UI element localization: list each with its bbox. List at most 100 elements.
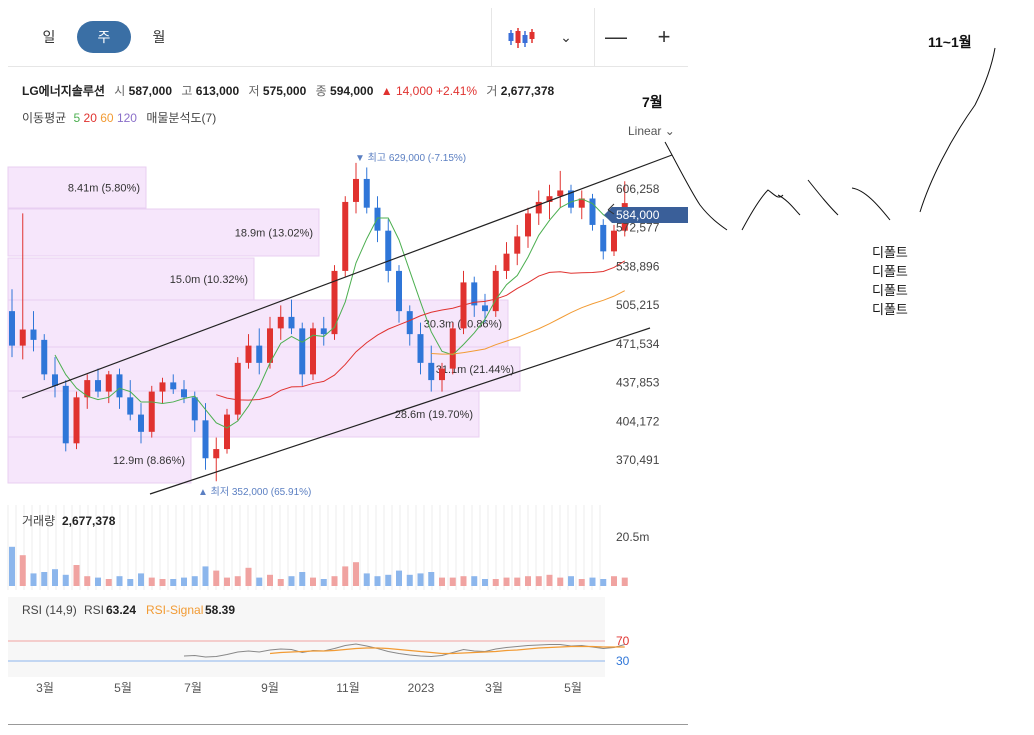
candle-body: [503, 253, 510, 271]
volume-bar: [621, 577, 628, 586]
volume-bar: [30, 573, 37, 586]
volume-bar: [310, 577, 316, 586]
volume-bar: [234, 576, 241, 586]
volume-bar: [589, 577, 596, 586]
volume-bar: [482, 579, 488, 586]
volume-bar: [374, 576, 381, 586]
rsi-signal-line: [269, 645, 625, 655]
volume-profile-label: 31.1m (21.44%): [436, 364, 514, 376]
volume-bar: [331, 576, 338, 586]
volume-bar: [363, 573, 370, 586]
low-marker: ▲ 최저 352,000 (65.91%): [198, 486, 311, 498]
low-value: 575,000: [262, 84, 307, 98]
ma-layer: [54, 198, 626, 429]
annotation-layer: [607, 47, 996, 231]
open-value: 587,000: [128, 84, 173, 98]
volume-bar: [568, 576, 574, 586]
volume-bar: [535, 576, 542, 586]
volume-bar: [406, 574, 413, 586]
scale-selector[interactable]: Linear ⌄: [628, 124, 675, 138]
candle-body: [170, 382, 177, 390]
time-tick-label: 11월: [336, 681, 360, 695]
volume-profile-band: [7, 208, 320, 257]
candle-body: [374, 207, 381, 231]
rsi-signal-label: RSI-Signal: [146, 603, 203, 617]
change-value: ▲ 14,000: [380, 84, 433, 98]
close-label: 종: [315, 84, 327, 98]
candlestick-icon[interactable]: [503, 21, 537, 53]
low-label: 저: [248, 84, 260, 98]
candle-body: [41, 339, 48, 375]
candle-body: [159, 382, 166, 392]
volume-bar: [514, 577, 521, 586]
trend-line-lower: [149, 327, 651, 495]
candle-body: [256, 345, 263, 363]
volume-bar: [213, 570, 220, 586]
zoom-out-button[interactable]: —: [605, 24, 627, 49]
chevron-down-icon[interactable]: ⌄: [560, 29, 572, 45]
candle-body: [449, 328, 456, 369]
volume-bar: [578, 579, 585, 586]
volume-bar: [148, 577, 155, 586]
hand-drawn-stroke: [851, 187, 891, 221]
zoom-in-button[interactable]: +: [657, 24, 671, 49]
volume-profile-band: [7, 257, 255, 301]
candle-body: [353, 178, 359, 202]
candle-body: [288, 316, 295, 329]
high-marker: ▼ 최고 629,000 (-7.15%): [355, 152, 466, 164]
candle-body: [138, 414, 144, 432]
price-tick-label: 505,215: [616, 298, 660, 312]
ma-60: 60: [100, 111, 114, 125]
tab-day[interactable]: 일: [42, 29, 56, 45]
volume-bar: [471, 576, 478, 586]
high-value: 613,000: [195, 84, 240, 98]
toolbar-divider: [491, 8, 492, 66]
annotation-default-2: 디폴트: [872, 264, 908, 279]
volume-profile-layer: 8.41m (5.80%) 18.9m (13.02%) 15.0m (10.32%…: [7, 166, 521, 484]
hand-drawn-stroke: [919, 47, 996, 213]
high-label: 고: [181, 84, 193, 98]
candle-body: [19, 329, 26, 346]
ma-5: 5: [73, 111, 81, 125]
tab-week[interactable]: 주: [77, 21, 131, 53]
volume-panel-value: 2,677,378: [62, 514, 116, 528]
volume-bar: [417, 573, 424, 586]
candle-body: [525, 213, 531, 237]
volume-bar: [202, 566, 209, 586]
tab-month[interactable]: 월: [152, 29, 166, 45]
candle-body: [213, 449, 220, 459]
volume-bar: [525, 576, 531, 586]
time-tick-label: 3월: [36, 681, 54, 695]
time-tick-label: 7월: [184, 681, 202, 695]
hand-drawn-stroke: [807, 179, 839, 216]
candle-body: [417, 334, 424, 363]
toolbar-divider: [594, 8, 595, 66]
volume-bar: [256, 577, 263, 586]
change-percent: +2.41%: [436, 84, 478, 98]
volume-profile-band: [7, 436, 192, 484]
candle-body: [127, 397, 134, 415]
volume-bar: [299, 572, 306, 586]
rsi-line: [183, 643, 625, 658]
moving-average-legend[interactable]: 이동평균 5 20 60 120 매물분석도(7): [22, 109, 216, 126]
rsi-label: RSI: [84, 603, 104, 617]
volume-panel-title: 거래량: [22, 514, 55, 528]
volume-profile-band: [7, 299, 509, 348]
volume-bar: [320, 579, 327, 586]
volume-bar: [277, 579, 284, 586]
volume-bar: [428, 572, 435, 586]
candle-body: [363, 178, 370, 208]
candle-body: [535, 201, 542, 214]
volume-bar: [41, 572, 48, 586]
volume-bar: [95, 577, 101, 586]
cursor-mark: [607, 203, 615, 215]
candle-body: [406, 311, 413, 335]
ma-20: 20: [83, 111, 97, 125]
price-tick-label: 370,491: [616, 453, 660, 467]
candle-body: [342, 201, 349, 271]
candle-body: [492, 270, 499, 312]
volume-bar: [557, 577, 564, 586]
ma-60-line: [431, 290, 625, 355]
candle-body: [578, 198, 585, 208]
